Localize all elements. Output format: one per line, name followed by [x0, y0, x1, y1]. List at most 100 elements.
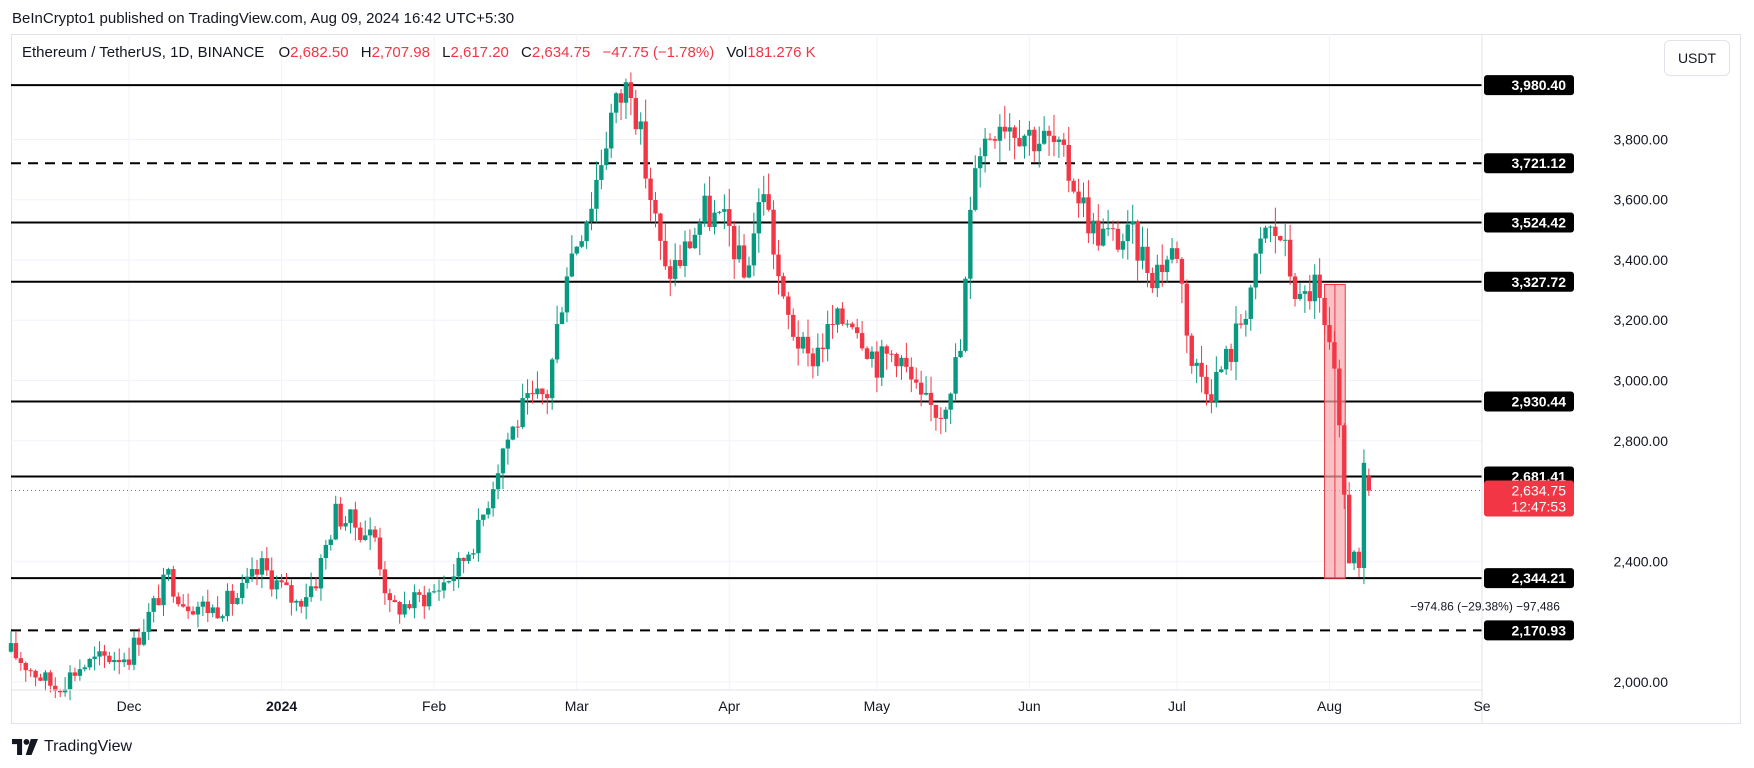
y-tick-label: 3,000.00: [1614, 373, 1669, 389]
candle-body: [235, 597, 240, 605]
candle-body: [761, 194, 766, 203]
candle-body: [549, 359, 555, 399]
candle-body: [904, 357, 909, 367]
ohlc-legend: Ethereum / TetherUS, 1D, BINANCE O2,682.…: [22, 44, 824, 61]
candle-body: [781, 276, 786, 297]
level-price-label: 2,344.21: [1512, 570, 1567, 586]
candle-body: [815, 347, 821, 367]
candle-body: [525, 393, 530, 399]
candle-body: [353, 509, 358, 528]
candle-body: [1174, 248, 1180, 259]
candle-body: [722, 209, 727, 212]
candle-body: [756, 202, 761, 234]
candle-body: [545, 394, 550, 399]
candle-body: [968, 209, 973, 279]
candle-body: [33, 670, 38, 678]
candle-body: [1351, 551, 1357, 564]
candle-body: [1297, 293, 1303, 300]
candle-body: [161, 574, 166, 606]
candle-body: [1091, 220, 1096, 234]
candle-body: [958, 350, 963, 358]
candle-body: [830, 324, 835, 326]
y-tick-label: 2,800.00: [1614, 433, 1669, 449]
candle-body: [623, 82, 629, 103]
x-tick-label: Apr: [718, 698, 740, 714]
level-price-tag: [1484, 75, 1574, 96]
candle-body: [1248, 287, 1253, 319]
currency-button[interactable]: USDT: [1664, 40, 1730, 76]
candle-body: [810, 353, 816, 367]
candle-body: [677, 259, 683, 266]
candle-body: [613, 93, 619, 113]
candle-body: [62, 689, 68, 693]
candle-body: [136, 637, 142, 645]
level-price-label: 3,524.42: [1512, 214, 1567, 230]
change-value: −47.75 (−1.78%): [602, 44, 715, 61]
candle-body: [1317, 274, 1322, 298]
level-price-label: 3,721.12: [1512, 155, 1567, 171]
candle-body: [402, 604, 407, 615]
candle-body: [1356, 551, 1362, 568]
candle-body: [820, 347, 825, 350]
candle-body: [382, 569, 388, 594]
high-label: H: [360, 44, 372, 61]
candle-body: [264, 558, 270, 571]
candle-body: [392, 600, 397, 603]
candle-body: [343, 523, 348, 527]
candle-body: [1086, 197, 1091, 234]
candle-body: [1110, 228, 1116, 230]
candle-body: [746, 265, 752, 278]
candle-body: [131, 637, 137, 665]
y-tick-label: 2,000.00: [1614, 674, 1669, 690]
candle-body: [977, 156, 983, 169]
symbol-label[interactable]: Ethereum / TetherUS, 1D, BINANCE: [22, 44, 265, 61]
drawdown-label: −974.86 (−29.38%) −97,486: [1410, 599, 1560, 613]
x-tick-label: Se: [1473, 698, 1490, 714]
tradingview-brand[interactable]: TradingView: [12, 738, 132, 756]
y-tick-label: 3,600.00: [1614, 192, 1669, 208]
candle-body: [348, 509, 353, 524]
candles-layer: [8, 72, 1372, 701]
candle-body: [663, 240, 668, 267]
candle-body: [751, 233, 757, 266]
candle-body: [176, 596, 181, 605]
candle-body: [574, 246, 579, 254]
candle-body: [899, 357, 904, 367]
candle-body: [121, 659, 127, 663]
candle-body: [57, 690, 63, 693]
candle-body: [87, 658, 92, 668]
candle-body: [987, 138, 993, 140]
candle-body: [397, 602, 402, 615]
level-price-label: 3,980.40: [1512, 77, 1567, 93]
candle-body: [653, 200, 658, 214]
candle-body: [1228, 348, 1234, 362]
candle-body: [835, 308, 840, 325]
candle-body: [658, 213, 663, 241]
x-tick-label: 2024: [266, 698, 297, 714]
candle-body: [520, 398, 525, 428]
candle-body: [840, 308, 845, 324]
candle-body: [466, 554, 471, 562]
candle-body: [240, 582, 245, 598]
candle-body: [481, 514, 486, 520]
candle-body: [795, 336, 801, 349]
level-price-tag: [1484, 568, 1574, 589]
candle-body: [1027, 129, 1032, 136]
candle-body: [894, 354, 899, 367]
candle-body: [436, 590, 442, 592]
candle-body: [490, 489, 496, 509]
candle-body: [426, 592, 432, 607]
chart-frame: [11, 34, 1741, 724]
candle-body: [672, 259, 678, 279]
candle-body: [1209, 394, 1214, 402]
published-caption: BeInCrypto1 published on TradingView.com…: [12, 10, 515, 27]
close-value: 2,634.75: [531, 44, 591, 61]
x-tick-label: Jun: [1018, 698, 1041, 714]
last-price-label: 2,634.75: [1512, 483, 1567, 499]
x-tick-label: Dec: [117, 698, 142, 714]
candle-body: [323, 544, 329, 559]
candle-body: [151, 598, 156, 612]
candle-body: [195, 606, 201, 615]
candle-body: [982, 138, 988, 157]
